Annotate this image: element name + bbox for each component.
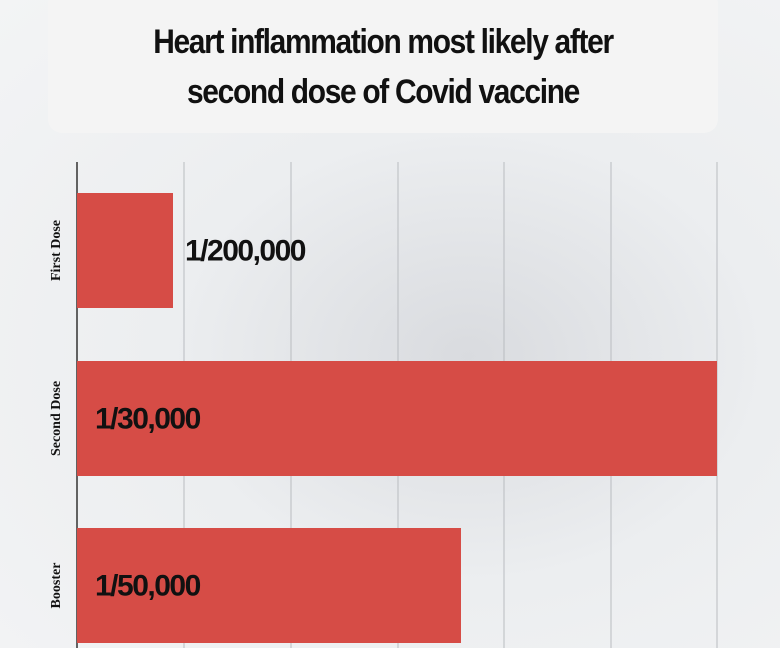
value-label: 1/30,000 (95, 402, 201, 435)
category-label: First Dose (49, 220, 64, 281)
bar (77, 528, 462, 643)
bar (77, 361, 717, 476)
category-label: Second Dose (49, 381, 64, 456)
chart-title: Heart inflammation most likely after sec… (153, 22, 614, 111)
value-label: 1/50,000 (95, 569, 201, 602)
bar (77, 193, 174, 308)
title-box: Heart inflammation most likely after sec… (48, 0, 718, 133)
value-label: 1/200,000 (185, 234, 306, 267)
category-label: Booster (49, 563, 64, 609)
